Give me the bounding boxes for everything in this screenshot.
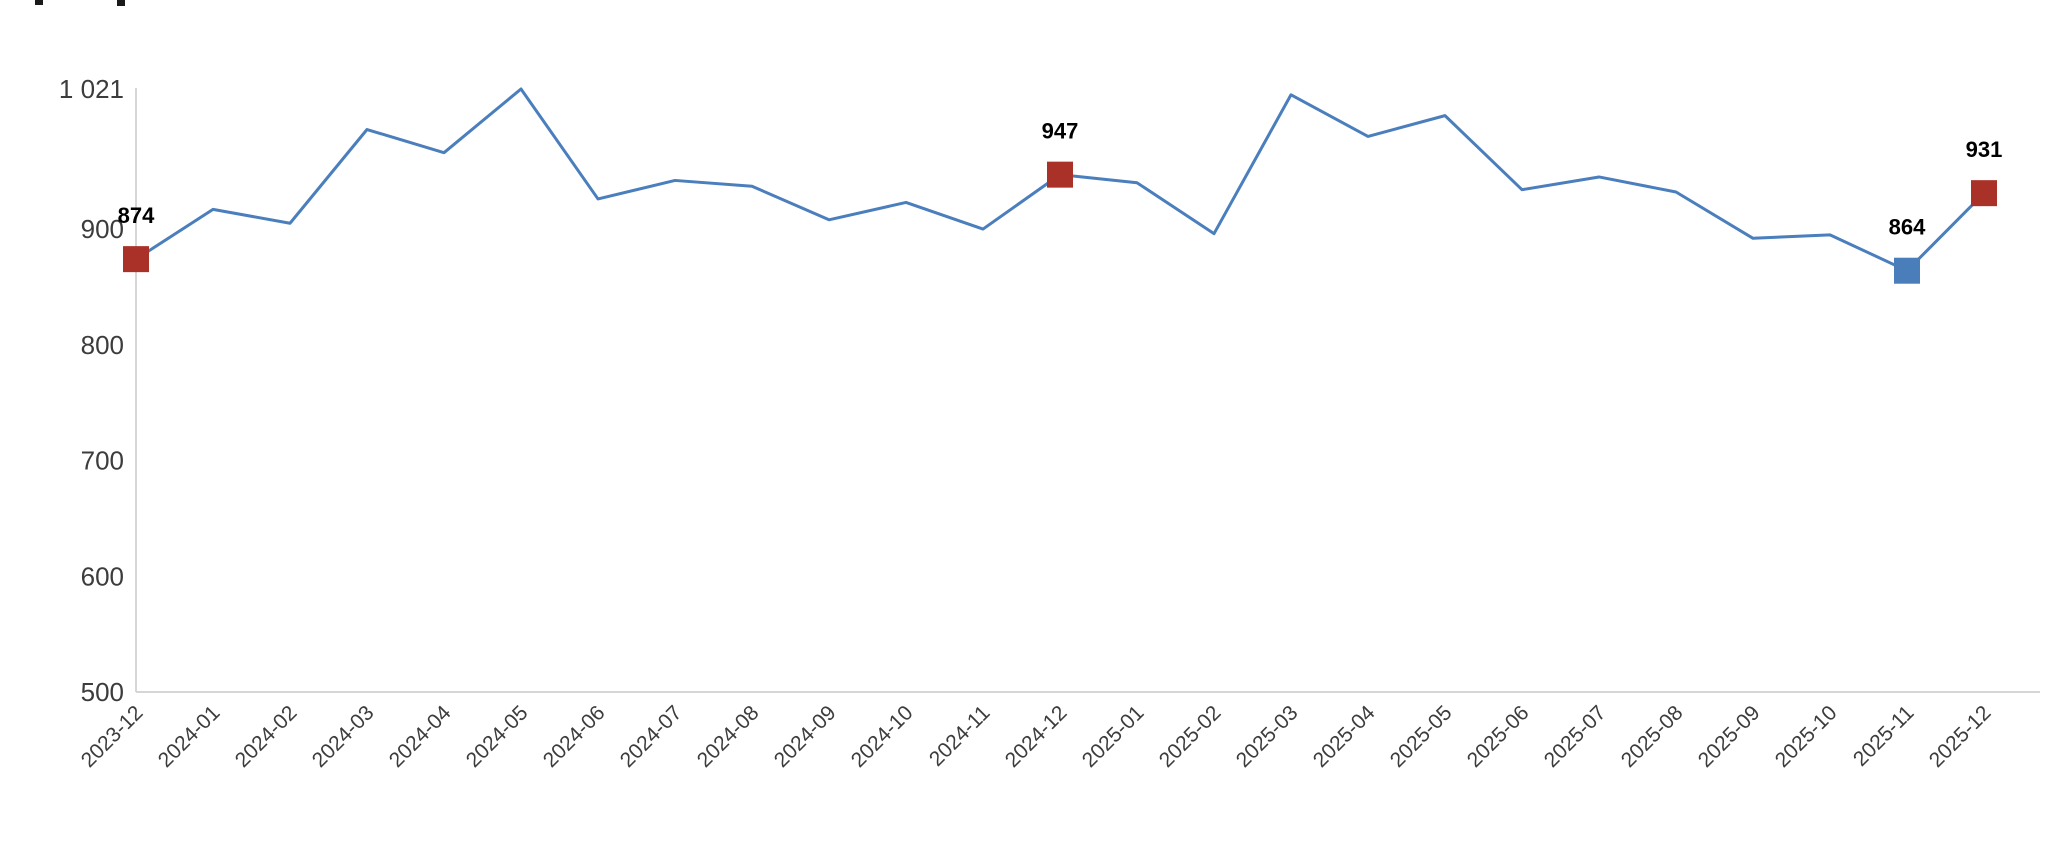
- x-tick-label: 2025-04: [1309, 701, 1380, 772]
- x-tick-label: 2024-01: [154, 701, 225, 772]
- x-tick-label: 2025-10: [1771, 701, 1842, 772]
- cropped-text-fragment: [35, 0, 43, 5]
- x-tick-label: 2024-08: [693, 701, 764, 772]
- x-tick-label: 2024-10: [847, 701, 918, 772]
- x-tick-label: 2025-03: [1232, 701, 1303, 772]
- y-tick-label: 600: [81, 561, 124, 591]
- y-tick-label: 800: [81, 330, 124, 360]
- x-tick-label: 2024-12: [1001, 701, 1072, 772]
- x-tick-label: 2025-08: [1617, 701, 1688, 772]
- data-point-marker[interactable]: [1894, 257, 1920, 284]
- x-tick-label: 2024-04: [385, 701, 456, 772]
- x-tick-label: 2025-07: [1540, 701, 1611, 772]
- y-tick-label: 1 021: [59, 74, 124, 104]
- x-tick-label: 2024-02: [231, 701, 302, 772]
- y-tick-label: 900: [81, 214, 124, 244]
- x-tick-label: 2025-11: [1849, 701, 1919, 771]
- data-point-marker[interactable]: [1971, 180, 1997, 207]
- y-tick-label: 500: [81, 677, 124, 707]
- x-tick-label: 2025-12: [1925, 701, 1996, 772]
- data-point-label: 947: [1042, 119, 1079, 144]
- x-tick-label: 2025-06: [1463, 701, 1534, 772]
- data-point-label: 874: [118, 203, 155, 228]
- x-tick-label: 2024-05: [462, 701, 533, 772]
- x-tick-label: 2023-12: [77, 701, 148, 772]
- x-tick-label: 2024-07: [616, 701, 687, 772]
- x-tick-label: 2025-05: [1386, 701, 1457, 772]
- data-point-label: 931: [1966, 137, 2003, 162]
- cropped-text-fragment: [117, 0, 125, 6]
- x-tick-label: 2025-02: [1155, 701, 1226, 772]
- x-tick-label: 2024-11: [925, 701, 995, 771]
- x-tick-label: 2025-01: [1078, 701, 1149, 772]
- data-point-marker[interactable]: [1047, 161, 1073, 188]
- x-tick-label: 2024-09: [770, 701, 841, 772]
- x-tick-label: 2025-09: [1694, 701, 1765, 772]
- data-point-marker[interactable]: [123, 246, 149, 273]
- y-tick-label: 700: [81, 446, 124, 476]
- data-point-label: 864: [1889, 215, 1926, 240]
- x-tick-label: 2024-03: [308, 701, 379, 772]
- x-tick-label: 2024-06: [539, 701, 610, 772]
